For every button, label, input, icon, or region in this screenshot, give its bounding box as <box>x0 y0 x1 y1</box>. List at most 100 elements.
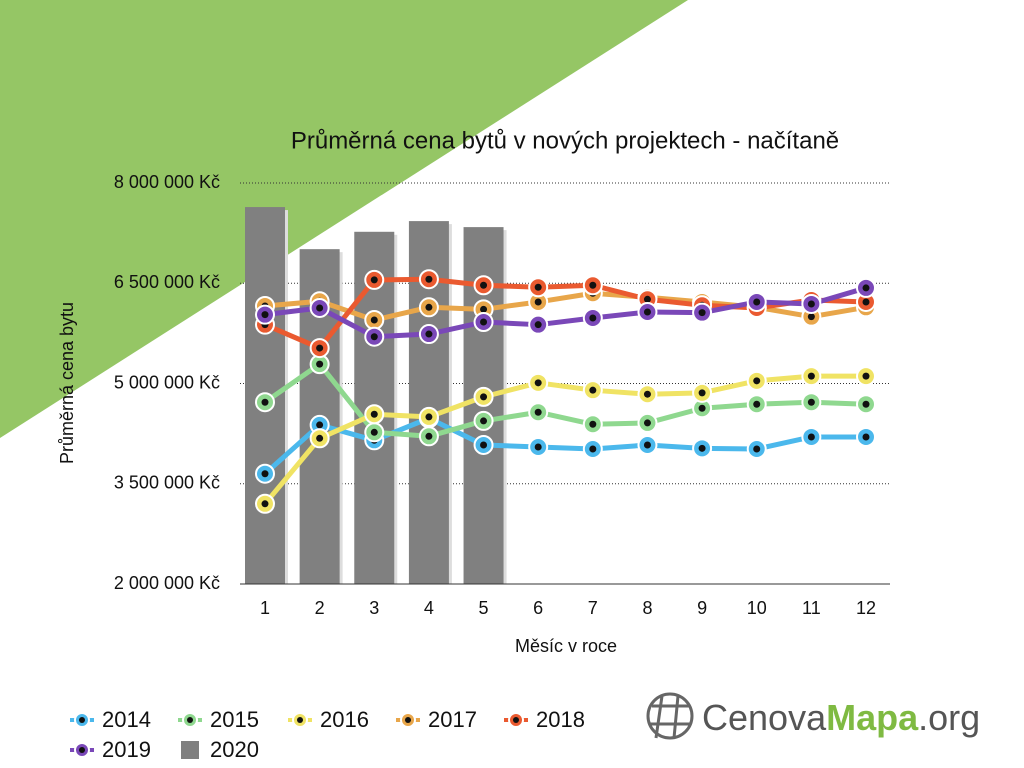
x-tick-label: 7 <box>588 598 598 618</box>
legend-dot <box>297 717 303 723</box>
marker-dot <box>534 408 542 416</box>
x-tick-label: 9 <box>697 598 707 618</box>
marker-dot <box>534 443 542 451</box>
marker-dot <box>807 433 815 441</box>
y-axis-label: Průměrná cena bytu <box>57 302 77 464</box>
logo-globe <box>646 692 694 740</box>
x-tick-label: 10 <box>747 598 767 618</box>
marker-dot <box>370 333 378 341</box>
marker-dot <box>370 428 378 436</box>
marker-dot <box>316 304 324 312</box>
marker-dot <box>534 298 542 306</box>
marker-dot <box>261 398 269 406</box>
marker-dot <box>698 389 706 397</box>
legend-label: 2016 <box>320 707 369 732</box>
x-tick-label: 11 <box>802 598 821 618</box>
marker-dot <box>480 441 488 449</box>
legend-dot <box>79 717 85 723</box>
logo: CenovaMapa.org <box>646 692 980 740</box>
marker-dot <box>534 283 542 291</box>
marker-dot <box>753 400 761 408</box>
x-tick-label: 6 <box>533 598 543 618</box>
marker-dot <box>643 419 651 427</box>
logo-text: CenovaMapa.org <box>702 697 980 738</box>
x-tick-label: 12 <box>856 598 876 618</box>
x-tick-label: 4 <box>424 598 434 618</box>
marker-dot <box>316 434 324 442</box>
marker-dot <box>589 314 597 322</box>
marker-dot <box>425 432 433 440</box>
y-tick-label: 3 500 000 Kč <box>114 473 220 493</box>
marker-dot <box>698 404 706 412</box>
y-tick-label: 8 000 000 Kč <box>114 172 220 192</box>
legend-label: 2020 <box>210 737 259 762</box>
marker-dot <box>370 316 378 324</box>
marker-dot <box>807 398 815 406</box>
marker-dot <box>643 308 651 316</box>
marker-dot <box>589 445 597 453</box>
marker-dot <box>480 417 488 425</box>
x-tick-label: 2 <box>315 598 325 618</box>
marker-dot <box>261 311 269 319</box>
marker-dot <box>643 441 651 449</box>
background-triangle <box>0 0 688 438</box>
marker-dot <box>589 281 597 289</box>
legend-swatch <box>181 741 199 759</box>
y-tick-label: 2 000 000 Kč <box>114 573 220 593</box>
marker-dot <box>480 281 488 289</box>
x-axis-label: Měsíc v roce <box>515 636 617 656</box>
marker-dot <box>480 305 488 313</box>
marker-dot <box>316 344 324 352</box>
marker-dot <box>643 295 651 303</box>
marker-dot <box>698 444 706 452</box>
marker-dot <box>425 303 433 311</box>
marker-dot <box>480 393 488 401</box>
legend-label: 2019 <box>102 737 151 762</box>
marker-dot <box>370 410 378 418</box>
marker-dot <box>862 400 870 408</box>
marker-dot <box>261 470 269 478</box>
x-tick-label: 5 <box>479 598 489 618</box>
marker-dot <box>316 360 324 368</box>
marker-dot <box>862 284 870 292</box>
x-tick-label: 3 <box>369 598 379 618</box>
marker-dot <box>589 386 597 394</box>
logo-part: .org <box>918 697 980 738</box>
marker-dot <box>807 313 815 321</box>
marker-dot <box>643 390 651 398</box>
marker-dot <box>753 445 761 453</box>
legend-label: 2015 <box>210 707 259 732</box>
marker-dot <box>370 276 378 284</box>
marker-dot <box>480 318 488 326</box>
marker-dot <box>698 309 706 317</box>
marker-dot <box>807 372 815 380</box>
marker-dot <box>534 321 542 329</box>
marker-dot <box>862 372 870 380</box>
x-tick-label: 8 <box>642 598 652 618</box>
marker-dot <box>425 413 433 421</box>
marker-dot <box>807 300 815 308</box>
marker-dot <box>425 275 433 283</box>
y-tick-label: 5 000 000 Kč <box>114 372 220 392</box>
marker-dot <box>316 421 324 429</box>
marker-dot <box>261 500 269 508</box>
y-tick-label: 6 500 000 Kč <box>114 272 220 292</box>
legend-label: 2017 <box>428 707 477 732</box>
marker-dot <box>589 420 597 428</box>
marker-dot <box>534 379 542 387</box>
x-tick-label: 1 <box>260 598 270 618</box>
marker-dot <box>753 298 761 306</box>
logo-part: Cenova <box>702 697 827 738</box>
legend-dot <box>513 717 519 723</box>
legend-dot <box>187 717 193 723</box>
legend-dot <box>405 717 411 723</box>
legend-dot <box>79 747 85 753</box>
marker-dot <box>862 433 870 441</box>
marker-dot <box>425 330 433 338</box>
marker-dot <box>753 377 761 385</box>
marker-dot <box>862 298 870 306</box>
legend-label: 2014 <box>102 707 151 732</box>
legend-label: 2018 <box>536 707 585 732</box>
chart-title: Průměrná cena bytů v nových projektech -… <box>291 127 839 154</box>
